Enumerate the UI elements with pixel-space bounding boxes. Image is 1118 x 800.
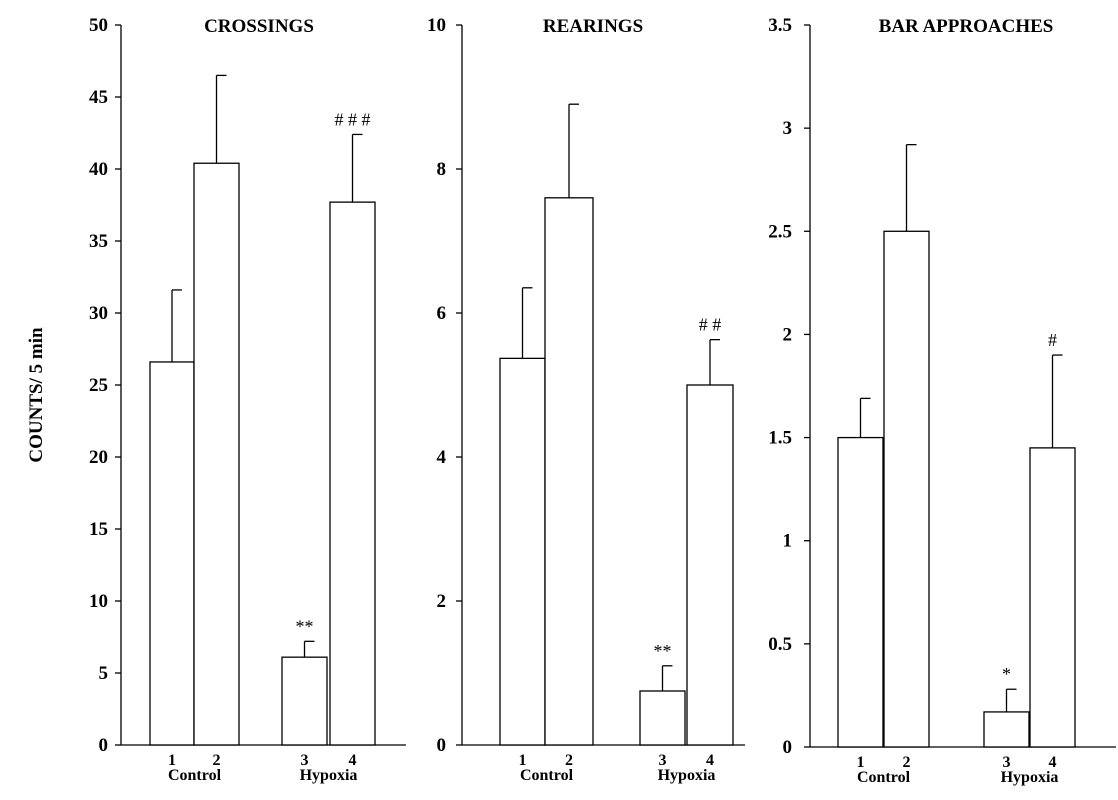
y-tick-label: 3.5: [768, 15, 792, 36]
x-category-label: 4: [349, 752, 357, 769]
y-tick-label: 2: [437, 591, 447, 612]
x-category-label: 3: [659, 752, 667, 769]
y-tick-label: 0: [437, 735, 447, 756]
x-group-label: Hypoxia: [1001, 769, 1059, 786]
chart-title: BAR APPROACHES: [879, 16, 1054, 37]
significance-mark: # #: [699, 315, 722, 335]
x-group-label: Hypoxia: [300, 767, 358, 784]
bar: [281, 656, 328, 746]
chart-panel-0: CROSSINGS 0 5 10 15 20 25 30 35 40 45 50 1 2 ** 3 # # # 4…: [89, 15, 406, 784]
y-tick-label: 6: [437, 303, 447, 324]
y-tick-label: 45: [89, 87, 108, 108]
x-category-label: 2: [565, 752, 573, 769]
significance-mark: *: [1002, 664, 1011, 684]
bar: [983, 711, 1030, 748]
y-tick-label: 2.5: [768, 221, 792, 242]
chart-title: REARINGS: [543, 16, 643, 37]
bar: [639, 690, 686, 746]
y-tick-label: 50: [89, 15, 108, 36]
y-tick-label: 0: [99, 735, 109, 756]
x-category-label: 1: [519, 752, 527, 769]
y-tick-label: 0: [783, 737, 793, 758]
y-tick-label: 15: [89, 519, 108, 540]
bar: [837, 436, 884, 748]
bar: [149, 361, 195, 746]
x-category-label: 2: [213, 752, 221, 769]
x-group-label: Hypoxia: [658, 767, 716, 784]
y-tick-label: 40: [89, 159, 108, 180]
y-tick-label: 35: [89, 231, 108, 252]
chart-panel-2: BAR APPROACHES 0 0.5 1 1.5 2 2.5 3 3.5 1 2 * 3 #4 Cont…: [768, 15, 1116, 786]
y-tick-label: 10: [89, 591, 108, 612]
significance-mark: #: [1048, 330, 1057, 350]
y-tick-label: 2: [783, 324, 793, 345]
y-axis-label: COUNTS/ 5 min: [26, 327, 47, 463]
bar: [686, 384, 734, 746]
bar: [193, 162, 240, 746]
bar: [1029, 447, 1076, 748]
y-tick-label: 5: [99, 663, 109, 684]
significance-mark: **: [296, 616, 314, 636]
x-group-label: Control: [857, 769, 911, 786]
significance-mark: # # #: [335, 109, 371, 129]
bar: [329, 201, 376, 746]
y-tick-label: 4: [437, 447, 447, 468]
x-group-label: Control: [520, 767, 574, 784]
x-category-label: 2: [903, 754, 911, 771]
x-category-label: 3: [1003, 754, 1011, 771]
x-category-label: 3: [301, 752, 309, 769]
y-tick-label: 10: [427, 15, 446, 36]
x-group-label: Control: [168, 767, 222, 784]
bar: [883, 230, 930, 748]
y-tick-label: 30: [89, 303, 108, 324]
x-category-label: 1: [857, 754, 865, 771]
y-tick-label: 25: [89, 375, 108, 396]
y-tick-label: 0.5: [768, 634, 792, 655]
bar: [544, 197, 594, 746]
x-category-label: 4: [706, 752, 714, 769]
y-tick-label: 1: [783, 531, 793, 552]
chart-title: CROSSINGS: [204, 16, 314, 37]
y-tick-label: 3: [783, 118, 793, 139]
x-category-label: 1: [168, 752, 176, 769]
bar: [499, 357, 546, 746]
y-tick-label: 1.5: [768, 428, 792, 449]
x-category-label: 4: [1049, 754, 1057, 771]
y-tick-label: 8: [437, 159, 447, 180]
significance-mark: **: [654, 641, 672, 661]
y-tick-label: 20: [89, 447, 108, 468]
